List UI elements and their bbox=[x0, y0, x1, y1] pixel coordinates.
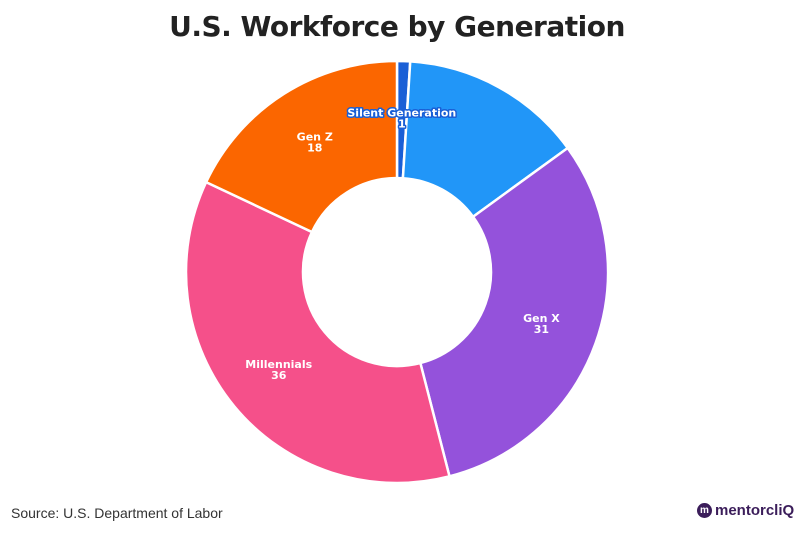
slice-millennials bbox=[184, 180, 451, 485]
slice-gen-z bbox=[204, 59, 399, 234]
data-label-value: 18 bbox=[307, 141, 322, 154]
data-label-value: 31 bbox=[534, 323, 549, 336]
source-note: Source: U.S. Department of Labor bbox=[11, 505, 223, 521]
chart-title: U.S. Workforce by Generation bbox=[169, 10, 625, 43]
data-label-value: 1 bbox=[398, 118, 406, 131]
logo-mark-icon: m bbox=[697, 503, 712, 518]
data-label-name: Millennials bbox=[245, 358, 312, 371]
mentorcliq-logo: m mentorcliQ bbox=[697, 502, 794, 519]
slice-unlabeled bbox=[401, 60, 569, 218]
data-label-name: Gen Z bbox=[297, 130, 333, 143]
data-label-value: 36 bbox=[271, 369, 287, 382]
data-label-name: Silent Generation bbox=[347, 107, 456, 120]
data-label-name: Gen X bbox=[523, 312, 560, 325]
slice-gen-x bbox=[419, 146, 610, 478]
